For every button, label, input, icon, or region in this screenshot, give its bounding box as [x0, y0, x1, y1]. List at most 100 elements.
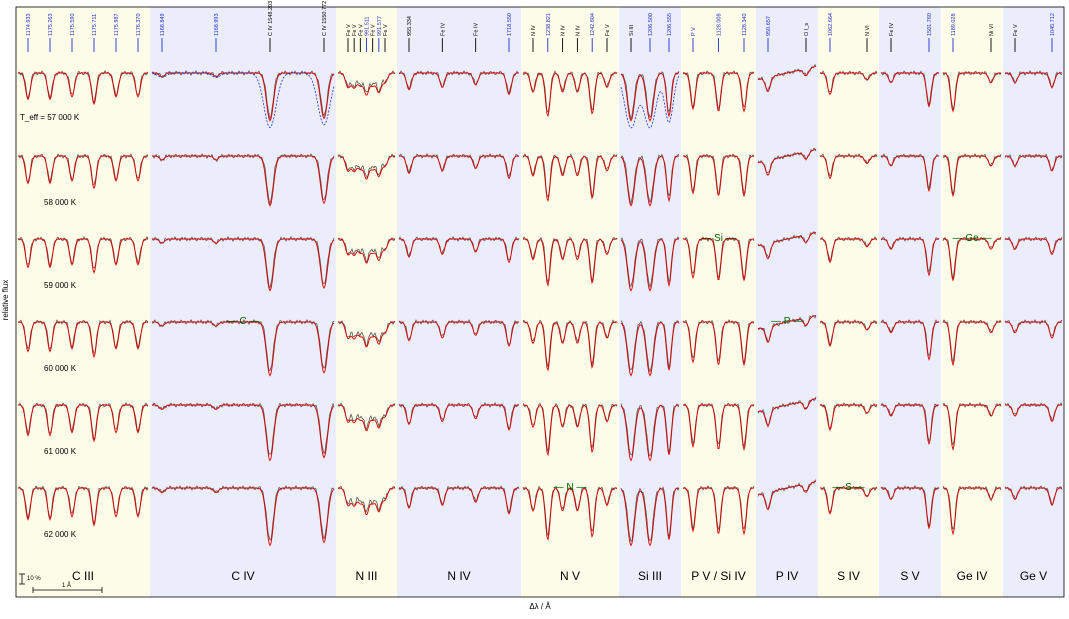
model-spectrum	[523, 404, 617, 457]
line-id-label: C IV 1550.772	[322, 1, 328, 36]
model-spectrum	[399, 404, 519, 432]
panel-label: N V	[560, 569, 580, 583]
panel-band-8	[818, 7, 879, 597]
model-spectrum	[338, 155, 395, 180]
spectrum-row	[337, 153, 396, 180]
panel-band-6	[681, 7, 756, 597]
model-spectrum	[757, 149, 817, 176]
spectrum-row	[151, 70, 335, 129]
observed-spectrum	[620, 70, 680, 120]
line-id-label: 1238.821	[546, 13, 552, 36]
observed-spectrum	[522, 485, 618, 536]
panel-band-4	[521, 7, 619, 597]
panel-label: S V	[900, 569, 919, 583]
spectrum-row	[398, 319, 520, 348]
line-id-label: Fe IV	[440, 23, 446, 36]
line-id-label: 1174.933	[26, 13, 32, 36]
panel-label: P IV	[776, 569, 798, 583]
model-spectrum	[523, 321, 617, 372]
panel-labels: C III C IV N III N IV N V Si III P V / Si IV P …	[72, 569, 1047, 583]
spectrum-row	[337, 320, 396, 348]
line-id-label: 1175.711	[92, 14, 98, 36]
spectrum-row	[17, 70, 149, 106]
model-spectrum	[881, 321, 939, 361]
model-spectrum	[683, 487, 754, 536]
spectrum-row	[337, 402, 396, 432]
model-spectrum-alt	[151, 72, 335, 129]
model-spectrum-alt	[620, 75, 680, 129]
line-id-label: Fe IV	[889, 23, 895, 36]
model-spectrum	[1005, 321, 1062, 339]
spectrum-row	[620, 236, 680, 292]
observed-spectrum	[880, 70, 940, 106]
observed-spectrum	[880, 153, 940, 189]
spectrum-row	[757, 63, 817, 93]
temperature-label: T_eff = 57 000 K	[20, 113, 80, 122]
observed-spectrum	[819, 402, 878, 431]
model-spectrum	[757, 66, 817, 93]
line-id-label: 1176.370	[136, 13, 142, 36]
line-id-label: 1175.987	[114, 13, 120, 36]
observed-spectrum	[620, 236, 680, 289]
model-spectrum	[943, 155, 1001, 198]
line-id-label: O I_s	[804, 23, 810, 36]
model-spectrum	[881, 404, 939, 446]
spectrum-row	[943, 153, 1002, 198]
observed-spectrum	[880, 319, 940, 357]
model-spectrum	[18, 238, 148, 274]
spectrum-row	[522, 70, 618, 118]
line-id-label: C IV 1548.203	[268, 1, 274, 36]
spectrum-row	[398, 70, 520, 96]
observed-spectrum	[337, 485, 396, 514]
panel-band-2	[336, 7, 397, 597]
panel-label: Si III	[638, 569, 662, 583]
line-id-label: Si III	[629, 25, 635, 36]
line-id-label: Fe V	[371, 24, 377, 36]
y-axis-label: relative flux	[1, 280, 10, 320]
observed-spectrum	[337, 153, 396, 179]
model-spectrum	[152, 321, 335, 377]
element-marker: — P —	[771, 316, 803, 327]
spectrum-row	[880, 70, 940, 108]
spectrum-row	[620, 403, 680, 462]
line-id-label: 1175.263	[48, 13, 54, 36]
observed-spectrum	[522, 70, 618, 113]
model-spectrum	[523, 155, 617, 203]
model-spectrum	[757, 315, 817, 344]
model-spectrum	[152, 404, 335, 462]
spectrum-row	[942, 236, 1002, 282]
model-spectrum	[399, 487, 519, 515]
spectrum-row	[398, 153, 520, 180]
spectrum-row	[880, 236, 940, 277]
model-spectrum	[399, 321, 519, 348]
observed-spectrum	[398, 402, 520, 430]
spectrum-row	[522, 319, 618, 372]
observed-spectrum	[398, 153, 520, 177]
line-id-label: N IV	[575, 25, 581, 36]
model-spectrum	[338, 404, 395, 432]
spectrum-row	[819, 485, 878, 515]
model-spectrum	[18, 404, 148, 443]
spectrum-row	[337, 485, 396, 515]
model-spectrum	[1005, 404, 1062, 423]
spectrum-row	[522, 236, 618, 287]
temperature-label: 62 000 K	[44, 530, 77, 539]
line-id-label: Fe V	[346, 24, 352, 36]
model-spectrum	[820, 321, 877, 348]
observed-spectrum	[620, 403, 680, 457]
temperature-label: 58 000 K	[44, 198, 77, 207]
model-spectrum	[943, 487, 1001, 536]
model-spectrum	[757, 232, 817, 260]
model-spectrum	[881, 238, 939, 277]
model-spectrum	[683, 155, 754, 198]
observed-spectrum	[819, 153, 878, 177]
line-id-label: Fe V	[383, 24, 389, 36]
model-spectrum	[683, 404, 754, 452]
line-id-label: N IV	[531, 25, 537, 36]
model-spectrum	[820, 155, 877, 180]
model-spectrum	[152, 487, 335, 547]
spectrum-row	[398, 236, 520, 264]
model-spectrum	[399, 72, 519, 96]
model-spectrum	[18, 321, 148, 359]
